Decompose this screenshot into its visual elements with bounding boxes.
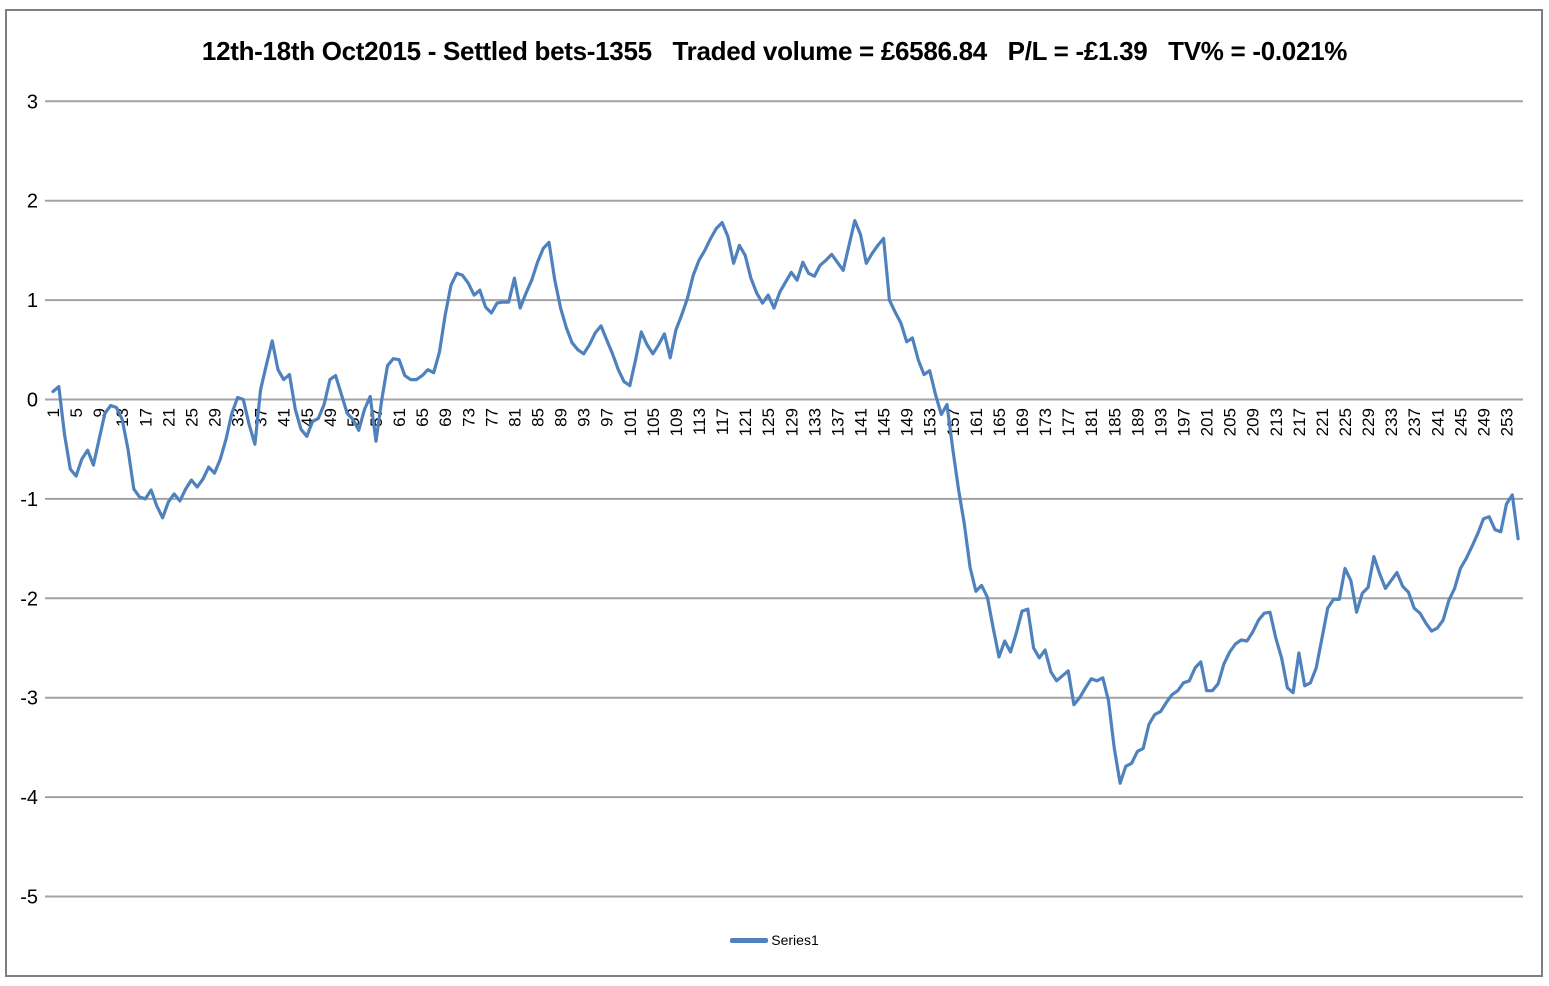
x-axis-tick-label: 177 [1059, 408, 1078, 436]
x-axis-tick-label: 77 [482, 408, 501, 427]
legend-line-swatch [730, 937, 769, 943]
y-axis-tick-label: -3 [20, 688, 38, 710]
y-axis-tick-label: 1 [27, 290, 38, 312]
x-axis-tick-label: 229 [1359, 408, 1378, 436]
x-axis-tick-label: 101 [621, 408, 640, 436]
y-axis-tick-label: -1 [20, 489, 38, 511]
x-axis-tick-label: 165 [990, 408, 1009, 436]
y-axis-tick-label: -5 [20, 887, 38, 909]
x-axis-tick-label: 133 [805, 408, 824, 436]
x-axis-tick-label: 5 [67, 408, 86, 417]
x-axis-tick-label: 185 [1105, 408, 1124, 436]
x-axis-tick-label: 109 [667, 408, 686, 436]
x-axis-tick-label: 173 [1036, 408, 1055, 436]
chart-title: 12th-18th Oct2015 - Settled bets-1355 Tr… [201, 36, 1348, 66]
x-axis-tick-label: 61 [390, 408, 409, 427]
x-axis-tick-label: 233 [1382, 408, 1401, 436]
x-axis-tick-label: 73 [459, 408, 478, 427]
x-axis-tick-label: 205 [1221, 408, 1240, 436]
x-axis-tick-label: 121 [736, 408, 755, 436]
x-axis-tick-label: 197 [1175, 408, 1194, 436]
x-axis-tick-label: 145 [875, 408, 894, 436]
x-axis-tick-label: 237 [1405, 408, 1424, 436]
x-axis-tick-label: 137 [828, 408, 847, 436]
x-axis-tick-label: 57 [367, 408, 386, 427]
series-line [51, 219, 1520, 785]
x-axis-tick-label: 105 [644, 408, 663, 436]
x-axis-tick-label: 65 [413, 408, 432, 427]
x-axis-tick-label: 93 [575, 408, 594, 427]
x-axis-tick-label: 209 [1244, 408, 1263, 436]
x-axis-tick-label: 141 [852, 408, 871, 436]
y-axis-tick-label: 2 [27, 191, 38, 213]
x-axis-tick-label: 189 [1128, 408, 1147, 436]
x-axis-tick-label: 113 [690, 408, 709, 435]
x-axis-tick-label: 221 [1313, 408, 1332, 436]
x-axis-tick-label: 97 [598, 408, 617, 427]
x-axis-tick-label: 21 [159, 408, 178, 427]
x-axis-tick-label: 89 [552, 408, 571, 427]
x-axis-tick-label: 149 [898, 408, 917, 436]
x-axis-tick-label: 9 [90, 408, 109, 417]
x-axis-tick-label: 161 [967, 408, 986, 436]
x-axis-tick-label: 213 [1267, 408, 1286, 436]
x-axis-tick-label: 193 [1152, 408, 1171, 436]
x-axis-tick-label: 69 [436, 408, 455, 427]
y-axis-tick-label: -4 [20, 787, 38, 809]
x-axis-tick-label: 125 [759, 408, 778, 436]
x-axis-tick-label: 117 [713, 408, 732, 435]
x-axis-tick-label: 85 [529, 408, 548, 427]
x-axis-tick-label: 201 [1198, 408, 1217, 436]
y-axis-tick-label: -2 [20, 588, 38, 610]
x-axis-tick-label: 41 [275, 408, 294, 427]
y-axis-tick-label: 0 [27, 390, 38, 412]
x-axis-tick-label: 153 [921, 408, 940, 436]
y-axis-tick-label: 3 [27, 91, 38, 113]
x-axis-tick-label: 181 [1082, 408, 1101, 436]
x-axis-tick-label: 217 [1290, 408, 1309, 436]
x-axis-tick-label: 1 [44, 408, 63, 417]
x-axis-tick-label: 245 [1451, 408, 1470, 436]
x-axis-tick-label: 37 [252, 408, 271, 427]
x-axis-tick-label: 81 [505, 408, 524, 427]
x-axis-tick-label: 249 [1475, 408, 1494, 436]
x-axis-tick-label: 241 [1428, 408, 1447, 436]
legend: Series1 [0, 930, 1549, 950]
x-axis-tick-label: 29 [206, 408, 225, 427]
x-axis-tick-label: 49 [321, 408, 340, 427]
x-axis-tick-label: 25 [182, 408, 201, 427]
x-axis-tick-label: 129 [782, 408, 801, 436]
x-axis-tick-label: 253 [1498, 408, 1517, 436]
legend-series-label: Series1 [771, 932, 819, 948]
x-axis-tick-label: 169 [1013, 408, 1032, 436]
x-axis-tick-label: 225 [1336, 408, 1355, 436]
x-axis-tick-label: 17 [136, 408, 155, 427]
